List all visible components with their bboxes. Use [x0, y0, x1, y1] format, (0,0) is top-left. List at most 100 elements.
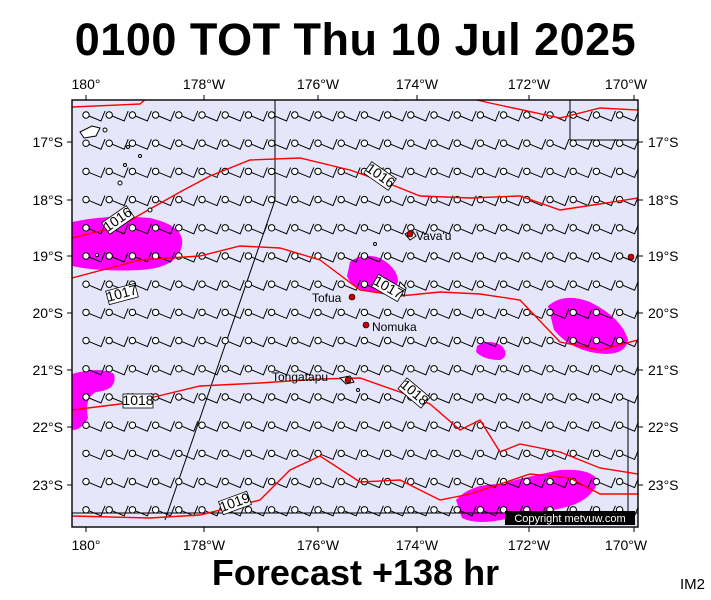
wind-barb [615, 393, 638, 404]
wind-barb [291, 308, 315, 320]
lon-label: 170°W [605, 537, 648, 553]
wind-barb [476, 392, 500, 404]
wind-barb [105, 449, 129, 461]
wind-barb [291, 505, 315, 517]
wind-barb [267, 449, 292, 461]
wind-barb [221, 392, 245, 404]
wind-barb [592, 308, 616, 320]
wind-barb [175, 336, 199, 348]
wind-barb [523, 110, 547, 122]
place-label-vavau: Vava'u [416, 229, 451, 243]
wind-barb [383, 110, 408, 122]
wind-barb [291, 364, 315, 376]
wind-barb [198, 477, 222, 489]
wind-barb [291, 251, 315, 263]
rain-area [72, 370, 115, 430]
lon-label: 174°W [396, 76, 439, 92]
wind-barb [267, 364, 292, 376]
wind-barb [430, 336, 454, 348]
wind-barb [499, 364, 524, 376]
wind-barb [198, 110, 222, 122]
wind-barb [546, 251, 570, 263]
wind-barb [314, 195, 338, 207]
lat-label: 22°S [32, 419, 63, 435]
wind-barb [267, 139, 292, 150]
wind-barb [82, 308, 106, 320]
wind-barb [221, 364, 245, 376]
island [126, 145, 130, 149]
lon-label: 172°W [508, 537, 551, 553]
wind-barb [151, 336, 176, 348]
wind-barb [569, 223, 593, 235]
wind-barb [267, 392, 292, 404]
wind-barb [82, 364, 106, 376]
wind-barb [175, 308, 199, 320]
wind-barb [546, 139, 570, 150]
wind-barb [383, 223, 408, 235]
wind-barb [267, 110, 292, 122]
wind-barb [407, 421, 431, 432]
wind-barb [360, 223, 384, 235]
lat-labels-right: 17°S 18°S 19°S 20°S 21°S 22°S 23°S [648, 134, 679, 493]
wind-barb [499, 280, 524, 291]
wind-barb [244, 449, 268, 461]
wind-barb [151, 110, 176, 122]
wind-barb [151, 223, 176, 235]
wind-barb [476, 336, 500, 348]
wind-barb [523, 392, 547, 404]
wind-barb [569, 421, 593, 432]
wind-barb [337, 421, 361, 432]
lon-labels-top: 180° 178°W 176°W 174°W 172°W 170°W [72, 76, 648, 92]
wind-barb [128, 308, 152, 320]
wind-barb [175, 505, 199, 517]
lat-label: 20°S [32, 305, 63, 321]
wind-barb [476, 280, 500, 291]
wind-barb [314, 336, 338, 348]
wind-barb [175, 449, 199, 461]
wind-barb [244, 308, 268, 320]
wind-barb [523, 139, 547, 150]
wind-barb [244, 280, 268, 291]
wind-barb [82, 421, 106, 432]
wind-barb [546, 308, 570, 320]
isobar-label: 1017 [105, 281, 139, 305]
wind-barb [569, 139, 593, 150]
wind-barb [291, 477, 315, 489]
wind-barb [592, 167, 616, 179]
wind-barb [546, 392, 570, 404]
wind-barb [151, 477, 176, 489]
wind-barb [615, 252, 638, 263]
wind-barb [569, 280, 593, 291]
wind-barb [82, 195, 106, 207]
wind-barb [314, 223, 338, 235]
wind-barb [314, 449, 338, 461]
wind-barb [383, 421, 408, 432]
place-marker [627, 253, 635, 261]
wind-barb [198, 392, 222, 404]
wind-barb [546, 280, 570, 291]
wind-barb [337, 364, 361, 376]
wind-barb [151, 251, 176, 263]
wind-barb [337, 449, 361, 461]
lon-label: 174°W [396, 537, 439, 553]
lat-labels-left: 17°S 18°S 19°S 20°S 21°S 22°S 23°S [32, 134, 63, 493]
wind-barb [476, 223, 500, 235]
wind-barb [221, 195, 245, 207]
island [117, 180, 123, 186]
wind-barb [383, 449, 408, 461]
wind-barb [128, 477, 152, 489]
wind-barb [82, 167, 106, 179]
wind-barb [221, 449, 245, 461]
wind-barb [430, 223, 454, 235]
wind-barb [615, 167, 638, 179]
wind-barb [198, 364, 222, 376]
wind-barb [430, 251, 454, 263]
wind-barb [360, 195, 384, 207]
wind-barb [82, 110, 106, 122]
wind-barb [82, 336, 106, 348]
wind-barb [383, 505, 408, 517]
wind-barb [244, 110, 268, 122]
wind-barb [546, 223, 570, 235]
wind-barb [499, 308, 524, 320]
